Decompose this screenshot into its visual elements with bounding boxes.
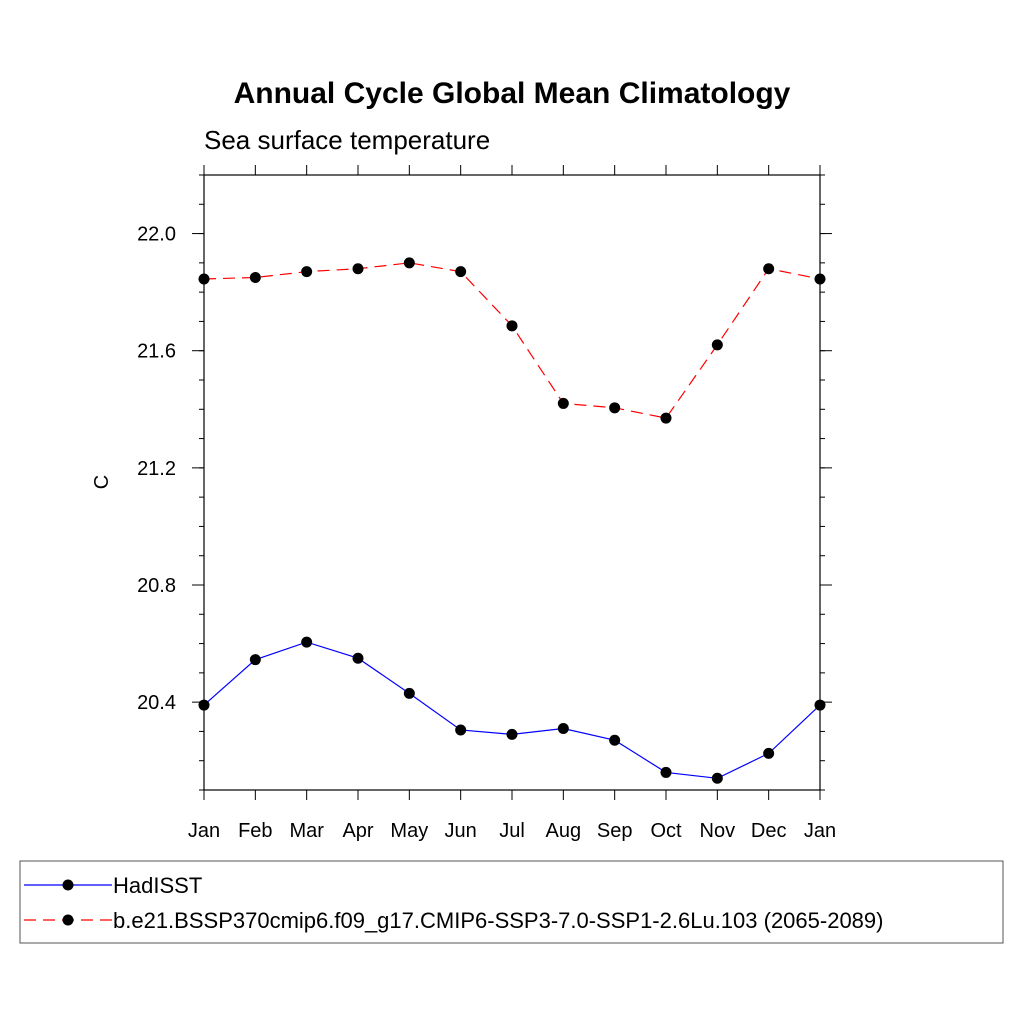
- x-tick-label: Mar: [289, 820, 324, 842]
- x-tick-label: Jan: [188, 820, 220, 842]
- data-point: [660, 766, 672, 778]
- x-tick-label: Sep: [597, 820, 633, 842]
- legend-label: HadISST: [113, 873, 202, 898]
- x-tick-label: Dec: [751, 820, 787, 842]
- data-point: [352, 652, 364, 664]
- series-line: [203, 262, 821, 419]
- data-point: [814, 273, 826, 285]
- y-tick-label: 21.6: [137, 341, 176, 363]
- data-point: [814, 699, 826, 711]
- data-point: [711, 339, 723, 351]
- data-point: [249, 654, 261, 666]
- data-point: [403, 687, 415, 699]
- chart-title: Annual Cycle Global Mean Climatology: [234, 77, 791, 110]
- x-tick-label: Jul: [499, 820, 525, 842]
- legend-label: b.e21.BSSP370cmip6.f09_g17.CMIP6-SSP3-7.…: [113, 908, 883, 933]
- data-point: [557, 397, 569, 409]
- legend: HadISST b.e21.BSSP370cmip6.f09_g17.CMIP6-…: [24, 873, 883, 933]
- data-point: [609, 402, 621, 414]
- legend-box: [19, 860, 1004, 944]
- chart-subtitle: Sea surface temperature: [204, 125, 490, 155]
- data-point: [763, 263, 775, 275]
- x-tick-label: Nov: [700, 820, 736, 842]
- legend-marker: [62, 914, 74, 926]
- x-tick-label: Apr: [342, 820, 373, 842]
- x-tick-label: Aug: [546, 820, 582, 842]
- y-tick-label: 22.0: [137, 224, 176, 246]
- series-layer: [198, 257, 826, 784]
- data-point: [506, 728, 518, 740]
- legend-marker: [62, 879, 74, 891]
- y-tick-label: 20.4: [137, 692, 176, 714]
- data-point: [557, 723, 569, 734]
- data-point: [455, 266, 467, 278]
- data-point: [198, 699, 210, 711]
- x-tick-labels: Jan Feb Mar Apr May Jun Jul Aug Sep Oct Nov Dec Jan: [188, 820, 836, 842]
- data-point: [249, 272, 261, 283]
- data-point: [352, 263, 364, 275]
- data-point: [609, 734, 621, 746]
- series-line: [203, 641, 821, 779]
- plot-frame: [203, 174, 821, 791]
- data-point: [198, 273, 210, 285]
- data-point: [506, 320, 518, 332]
- data-point: [403, 257, 415, 269]
- y-tick-label: 21.2: [137, 458, 176, 480]
- data-point: [763, 747, 775, 759]
- data-point: [711, 772, 723, 784]
- y-axis-label: C: [91, 475, 113, 489]
- data-point: [660, 412, 672, 424]
- x-tick-label: Oct: [650, 820, 682, 842]
- x-tick-label: Jun: [445, 820, 477, 842]
- x-tick-label: May: [390, 820, 428, 842]
- data-point: [455, 724, 467, 736]
- data-point: [301, 266, 313, 278]
- x-tick-label: Jan: [804, 820, 836, 842]
- data-point: [301, 636, 313, 648]
- axis-ticks: [192, 165, 832, 800]
- y-tick-label: 20.8: [137, 575, 176, 597]
- x-tick-label: Feb: [238, 820, 272, 842]
- y-tick-labels: 20.4 20.8 21.2 21.6 22.0: [137, 224, 176, 715]
